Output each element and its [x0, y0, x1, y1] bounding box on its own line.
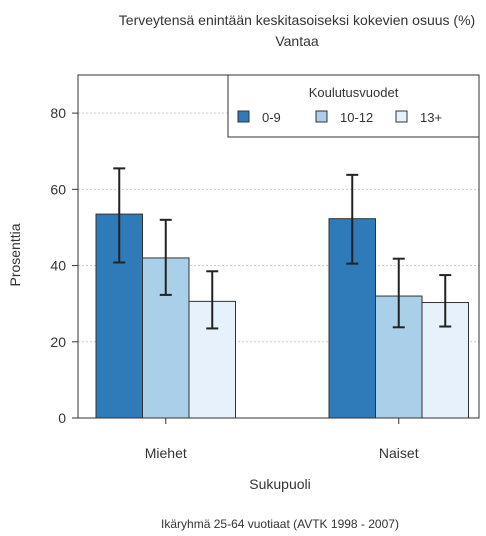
y-tick-label-4: 80 [50, 105, 66, 121]
chart-subtitle: Vantaa [275, 33, 319, 49]
chart-caption: Ikäryhmä 25-64 vuotiaat (AVTK 1998 - 200… [161, 517, 399, 531]
legend-label-2: 13+ [420, 110, 442, 125]
x-axis-label: Sukupuoli [249, 476, 311, 492]
x-tick-label-1: Naiset [379, 445, 419, 461]
legend-swatch-2 [395, 110, 408, 123]
y-tick-label-3: 60 [50, 181, 66, 197]
legend-title: Koulutusvuodet [309, 85, 399, 100]
legend-label-1: 10-12 [340, 110, 373, 125]
chart-title: Terveytensä enintään keskitasoiseksi kok… [119, 12, 475, 28]
y-tick-label-2: 40 [50, 258, 66, 274]
legend-swatch-1 [315, 110, 328, 123]
x-tick-label-0: Miehet [145, 445, 187, 461]
legend-label-0: 0-9 [262, 110, 281, 125]
y-tick-label-1: 20 [50, 334, 66, 350]
legend-box [227, 74, 480, 138]
legend-swatch-0 [237, 110, 250, 123]
y-axis-label: Prosenttia [7, 223, 23, 286]
y-tick-label-0: 0 [58, 410, 66, 426]
